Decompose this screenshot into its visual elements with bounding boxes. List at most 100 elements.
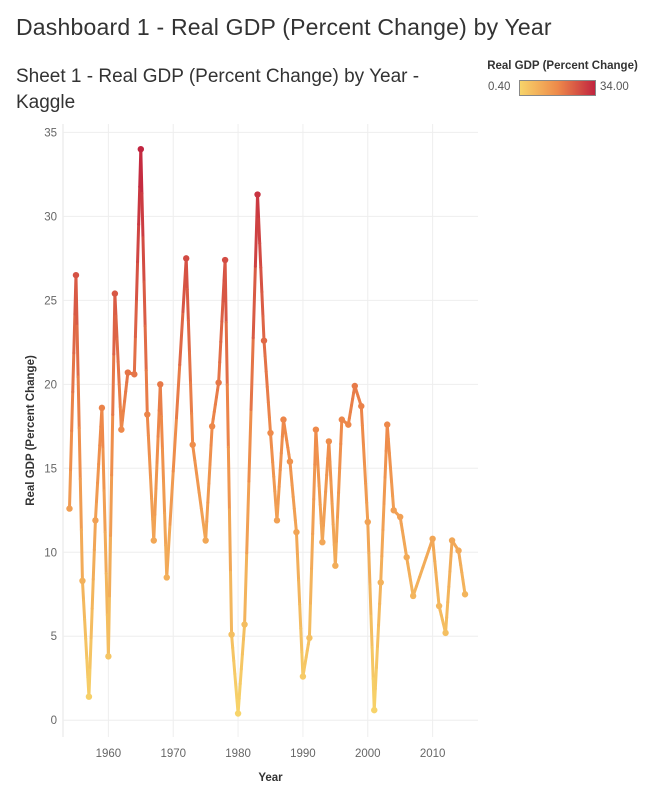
sheet-title: Sheet 1 - Real GDP (Percent Change) by Y… [16, 66, 420, 113]
data-point[interactable] [118, 426, 125, 433]
data-point[interactable] [429, 535, 436, 543]
line-segment [137, 185, 142, 226]
line-segment [231, 646, 236, 663]
data-point[interactable] [157, 381, 164, 388]
line-segment [103, 530, 108, 576]
data-point[interactable] [286, 458, 294, 465]
data-point[interactable] [364, 518, 371, 526]
line-segment [174, 363, 182, 420]
line-segment [84, 637, 89, 660]
data-point[interactable] [260, 337, 268, 344]
color-legend[interactable]: Real GDP (Percent Change) 0.40 34.00 [480, 60, 645, 96]
data-point[interactable] [319, 538, 326, 546]
line-segment [78, 477, 83, 532]
data-point[interactable] [215, 379, 222, 386]
data-point[interactable] [98, 404, 106, 412]
data-point[interactable] [221, 256, 229, 264]
data-point[interactable] [390, 507, 397, 514]
line-segment [318, 503, 323, 525]
data-point[interactable] [150, 537, 157, 544]
data-point[interactable] [66, 505, 73, 512]
data-point[interactable] [280, 416, 287, 423]
data-point[interactable] [384, 421, 391, 428]
line-segment [165, 522, 172, 579]
data-point[interactable] [293, 528, 300, 536]
y-axis-title: Real GDP (Percent Change) [25, 355, 37, 506]
line-segment [195, 475, 201, 495]
data-point[interactable] [163, 574, 170, 581]
line-segment [243, 551, 249, 626]
data-point[interactable] [306, 634, 313, 642]
data-point[interactable] [409, 592, 417, 600]
line-segment [221, 278, 226, 303]
data-point[interactable] [377, 579, 384, 586]
data-point[interactable] [144, 411, 151, 418]
data-point[interactable] [72, 271, 80, 279]
line-segment [89, 607, 94, 640]
data-point[interactable] [338, 416, 346, 423]
y-tick-label: 20 [44, 379, 57, 391]
legend-min-label: 0.40 [488, 81, 511, 93]
data-point[interactable] [325, 438, 333, 445]
line-segment [240, 637, 245, 656]
data-point[interactable] [351, 382, 358, 390]
dashboard-title: Dashboard 1 - Real GDP (Percent Change) … [16, 14, 552, 40]
data-point[interactable] [208, 423, 216, 430]
data-point[interactable] [435, 602, 443, 610]
data-point[interactable] [358, 402, 365, 410]
data-point[interactable] [111, 290, 119, 297]
data-point[interactable] [85, 693, 93, 700]
line-segment [339, 418, 344, 446]
data-point[interactable] [105, 653, 112, 660]
line-segment [315, 446, 320, 469]
data-point[interactable] [273, 517, 281, 524]
data-point[interactable] [183, 255, 190, 262]
line-segment [189, 381, 194, 416]
data-point[interactable] [332, 562, 339, 569]
gridlines [62, 124, 478, 737]
data-point[interactable] [312, 426, 320, 433]
data-point[interactable] [124, 369, 132, 376]
line-segment [418, 565, 425, 579]
data-point[interactable] [396, 513, 404, 521]
data-point[interactable] [241, 621, 248, 628]
data-point[interactable] [448, 537, 456, 544]
data-point[interactable] [403, 554, 410, 561]
data-point[interactable] [345, 421, 352, 428]
line-segment [388, 465, 394, 484]
data-point[interactable] [267, 429, 274, 437]
line-segment [337, 466, 342, 495]
data-point[interactable] [371, 706, 378, 714]
data-point[interactable] [299, 673, 307, 680]
line-segment [90, 577, 95, 611]
data-point[interactable] [137, 145, 145, 153]
line-segment [100, 406, 105, 451]
line-segment [80, 579, 86, 602]
line-segment [123, 390, 128, 403]
y-tick-label: 10 [44, 547, 57, 559]
data-point[interactable] [234, 710, 242, 717]
line-segment [206, 481, 211, 504]
data-point[interactable] [442, 629, 449, 637]
data-point[interactable] [461, 591, 469, 598]
line-segment [74, 273, 79, 328]
line-segment [316, 465, 321, 488]
data-point[interactable] [455, 547, 462, 554]
line-segment [144, 368, 149, 417]
line-segment [375, 623, 381, 648]
line-segment [386, 437, 391, 455]
data-point[interactable] [189, 441, 196, 448]
line-segment [360, 423, 365, 447]
line-segment [260, 290, 265, 318]
data-point[interactable] [202, 537, 209, 544]
data-point[interactable] [79, 577, 86, 585]
legend-row: 0.40 34.00 [480, 80, 645, 98]
data-point[interactable] [92, 517, 99, 524]
data-point[interactable] [131, 371, 138, 378]
data-point[interactable] [254, 191, 261, 198]
line-segment [328, 460, 333, 485]
line-segment [154, 460, 159, 490]
data-point[interactable] [228, 631, 235, 638]
line-segment [184, 256, 189, 291]
